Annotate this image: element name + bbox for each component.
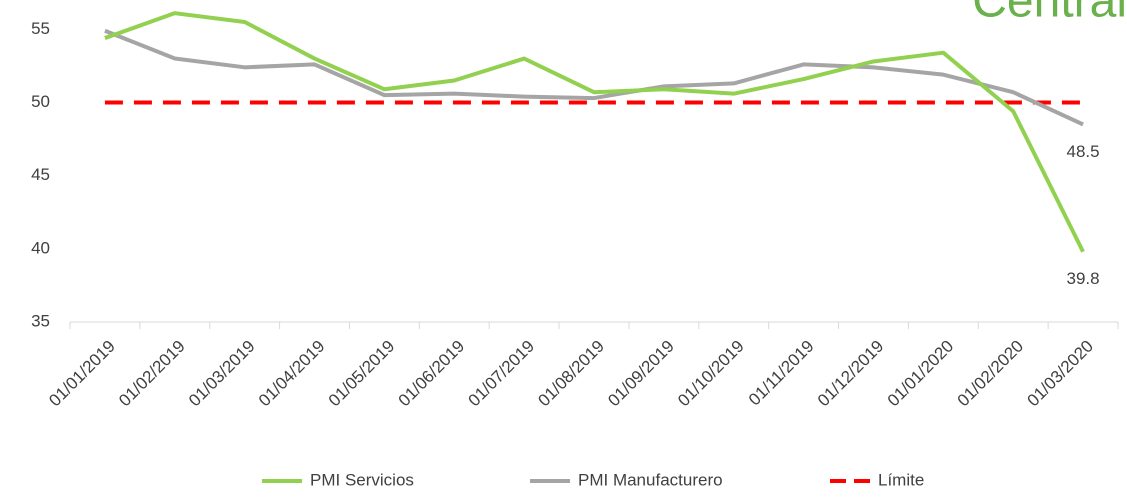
x-tick-label: 01/03/2019 [185,337,259,411]
x-tick-label: 01/07/2019 [465,337,539,411]
y-tick-label: 35 [31,311,50,330]
x-tick-label: 01/03/2020 [1023,337,1097,411]
x-tick-label: 01/08/2019 [534,337,608,411]
x-tick-label: 01/12/2019 [814,337,888,411]
x-tick-label: 01/10/2019 [674,337,748,411]
series-line [104,11,1085,253]
x-tick-label: 01/06/2019 [395,337,469,411]
x-tick-label: 01/05/2019 [325,337,399,411]
legend-label: PMI Manufacturero [578,470,723,489]
x-tick-label: 01/04/2019 [255,337,329,411]
data-label: 48.5 [1067,142,1100,161]
x-tick-label: 01/02/2019 [115,337,189,411]
x-tick-label: 01/01/2019 [45,337,119,411]
x-tick-label: 01/01/2020 [884,337,958,411]
watermark: Central [972,0,1127,28]
x-tick-label: 01/02/2020 [954,337,1028,411]
legend-label: PMI Servicios [310,470,414,489]
series-line [104,28,1084,127]
x-tick-label: 01/11/2019 [745,337,818,410]
y-tick-label: 50 [31,92,50,111]
legend-label: Límite [878,470,924,489]
y-tick-label: 40 [31,238,50,257]
y-tick-label: 45 [31,165,50,184]
y-tick-label: 55 [31,19,50,38]
x-tick-label: 01/09/2019 [604,337,678,411]
data-label: 39.8 [1067,269,1100,288]
